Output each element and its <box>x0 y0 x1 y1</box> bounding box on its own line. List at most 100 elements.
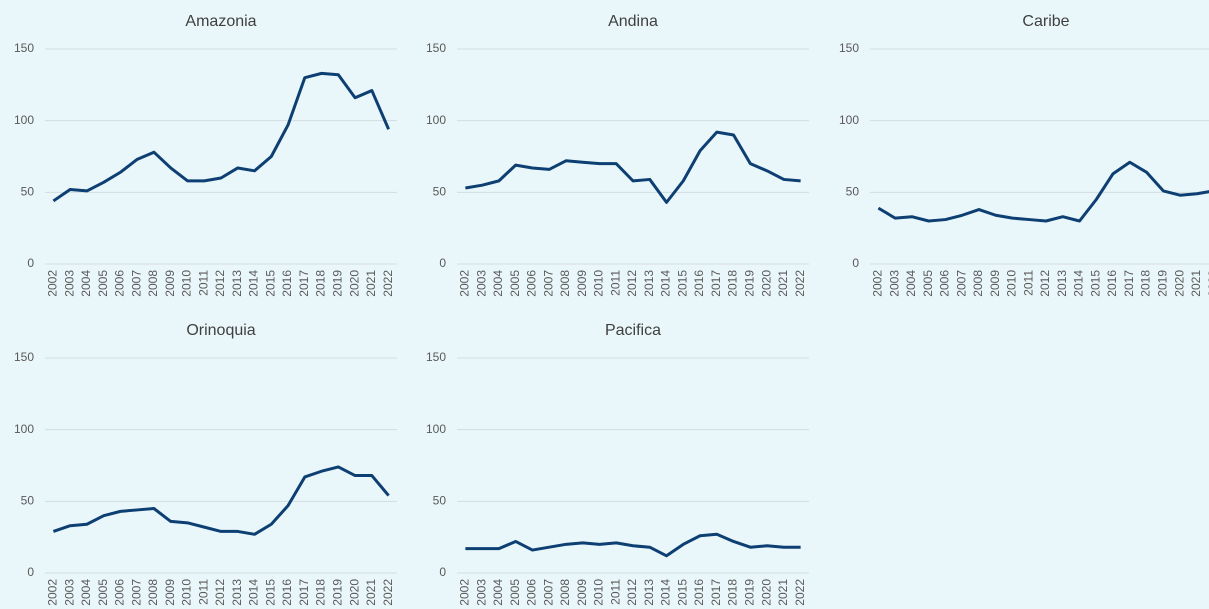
x-tick-label: 2002 <box>458 270 472 297</box>
x-tick-label: 2005 <box>508 579 522 606</box>
y-tick-label: 100 <box>839 113 859 127</box>
x-tick-label: 2002 <box>46 579 60 606</box>
x-tick-label: 2012 <box>213 270 227 297</box>
x-tick-label: 2021 <box>776 579 790 606</box>
x-tick-label: 2006 <box>525 270 539 297</box>
x-tick-label: 2006 <box>113 270 127 297</box>
x-tick-label: 2003 <box>474 579 488 606</box>
x-tick-label: 2015 <box>263 579 277 606</box>
x-tick-label: 2016 <box>1105 270 1119 297</box>
x-tick-label: 2013 <box>642 270 656 297</box>
x-tick-label: 2016 <box>692 270 706 297</box>
x-tick-label: 2017 <box>709 579 723 606</box>
line-series <box>877 160 1209 223</box>
x-tick-label: 2020 <box>347 270 361 297</box>
y-tick-label: 150 <box>839 41 859 55</box>
x-tick-label: 2002 <box>458 579 472 606</box>
y-tick-label: 50 <box>433 185 447 199</box>
x-tick-label: 2006 <box>525 579 539 606</box>
x-tick-label: 2014 <box>1072 270 1086 297</box>
chart-title: Amazonia <box>185 13 256 30</box>
x-tick-label: 2002 <box>46 270 60 297</box>
x-tick-label: 2013 <box>642 579 656 606</box>
x-tick-label: 2018 <box>314 270 328 297</box>
x-tick-label: 2014 <box>659 270 673 297</box>
x-tick-label: 2007 <box>129 270 143 297</box>
y-tick-label: 0 <box>27 565 34 579</box>
x-tick-label: 2008 <box>146 579 160 606</box>
y-tick-label: 100 <box>426 422 446 436</box>
x-tick-label: 2014 <box>659 579 673 606</box>
y-tick-label: 100 <box>14 422 34 436</box>
y-tick-label: 0 <box>27 256 34 270</box>
x-tick-label: 2003 <box>62 579 76 606</box>
x-tick-label: 2015 <box>263 270 277 297</box>
x-tick-label: 2019 <box>743 579 757 606</box>
x-tick-label: 2020 <box>347 579 361 606</box>
x-tick-label: 2008 <box>971 270 985 297</box>
x-tick-label: 2006 <box>938 270 952 297</box>
y-tick-label: 50 <box>846 185 860 199</box>
y-tick-label: 150 <box>14 350 34 364</box>
x-tick-label: 2009 <box>575 270 589 297</box>
x-tick-label: 2010 <box>592 579 606 606</box>
x-tick-label: 2004 <box>491 270 505 297</box>
x-tick-label: 2003 <box>62 270 76 297</box>
y-tick-label: 0 <box>439 565 446 579</box>
x-tick-label: 2019 <box>331 270 345 297</box>
y-tick-label: 50 <box>21 494 35 508</box>
x-tick-label: 2006 <box>113 579 127 606</box>
x-tick-label: 2012 <box>625 270 639 297</box>
x-tick-label: 2008 <box>146 270 160 297</box>
x-tick-label: 2013 <box>230 270 244 297</box>
x-tick-label: 2008 <box>558 579 572 606</box>
x-tick-label: 2021 <box>364 579 378 606</box>
x-tick-label: 2009 <box>575 579 589 606</box>
x-tick-label: 2011 <box>196 579 210 605</box>
y-tick-label: 100 <box>426 113 446 127</box>
x-tick-label: 2017 <box>297 579 311 606</box>
x-tick-label: 2010 <box>180 579 194 606</box>
x-tick-label: 2014 <box>247 270 261 297</box>
line-series <box>465 532 801 558</box>
x-tick-label: 2022 <box>381 270 395 297</box>
x-tick-label: 2004 <box>904 270 918 297</box>
x-tick-label: 2022 <box>793 579 807 606</box>
x-tick-label: 2005 <box>96 270 110 297</box>
x-tick-label: 2020 <box>1172 270 1186 297</box>
x-tick-label: 2013 <box>1055 270 1069 297</box>
x-tick-label: 2007 <box>541 579 555 606</box>
x-tick-label: 2020 <box>759 579 773 606</box>
x-tick-label: 2021 <box>776 270 790 297</box>
x-tick-label: 2020 <box>759 270 773 297</box>
y-tick-label: 0 <box>852 256 859 270</box>
x-tick-label: 2019 <box>743 270 757 297</box>
x-tick-label: 2009 <box>163 579 177 606</box>
x-tick-label: 2011 <box>1021 270 1035 296</box>
x-tick-label: 2011 <box>608 579 622 605</box>
y-tick-label: 50 <box>21 185 35 199</box>
chart-title: Orinoquia <box>186 322 255 339</box>
x-tick-label: 2018 <box>314 579 328 606</box>
x-tick-label: 2005 <box>96 579 110 606</box>
x-tick-label: 2007 <box>541 270 555 297</box>
x-tick-label: 2010 <box>592 270 606 297</box>
x-tick-label: 2018 <box>726 270 740 297</box>
x-tick-label: 2022 <box>793 270 807 297</box>
x-tick-label: 2003 <box>474 270 488 297</box>
x-tick-label: 2012 <box>1038 270 1052 297</box>
x-tick-label: 2016 <box>692 579 706 606</box>
x-tick-label: 2015 <box>1088 270 1102 297</box>
x-tick-label: 2010 <box>1005 270 1019 297</box>
x-tick-label: 2014 <box>247 579 261 606</box>
x-tick-label: 2005 <box>508 270 522 297</box>
x-tick-label: 2012 <box>625 579 639 606</box>
line-series <box>52 71 390 203</box>
x-tick-label: 2012 <box>213 579 227 606</box>
y-tick-label: 0 <box>439 256 446 270</box>
x-tick-label: 2011 <box>608 270 622 296</box>
x-tick-label: 2022 <box>381 579 395 606</box>
x-tick-label: 2017 <box>709 270 723 297</box>
y-tick-label: 50 <box>433 494 447 508</box>
